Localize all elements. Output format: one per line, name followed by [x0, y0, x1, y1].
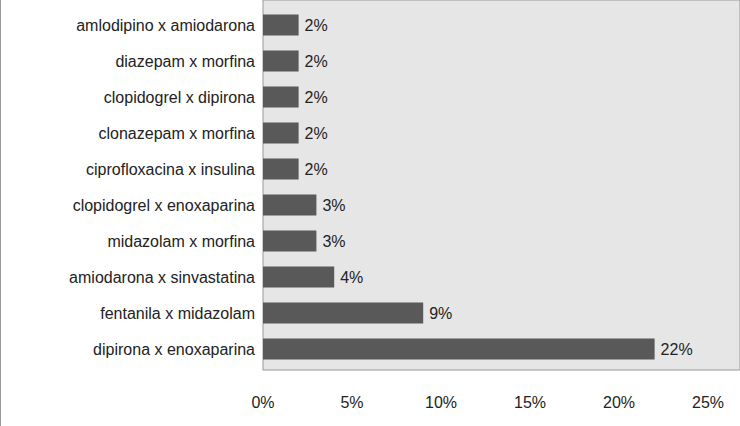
data-label: 2%: [305, 161, 328, 178]
category-label: amlodipino x amiodarona: [76, 17, 255, 34]
tick-label: 10%: [425, 394, 457, 411]
bar: [263, 15, 299, 36]
tick-label: 5%: [340, 394, 363, 411]
category-label: midazolam x morfina: [107, 233, 255, 250]
tick-label: 20%: [603, 394, 635, 411]
tick-label: 0%: [251, 394, 274, 411]
data-label: 22%: [661, 341, 693, 358]
frame-edge: [0, 0, 1, 426]
bar: [263, 303, 423, 324]
data-label: 2%: [305, 17, 328, 34]
chart-svg: amlodipino x amiodarona 2% diazepam x morf…: [0, 0, 740, 426]
data-label: 3%: [322, 233, 345, 250]
category-label: clonazepam x morfina: [98, 125, 255, 142]
category-label: clopidogrel x enoxaparina: [73, 197, 255, 214]
tick-label: 15%: [514, 394, 546, 411]
bar: [263, 195, 316, 216]
category-label: ciprofloxacina x insulina: [86, 161, 255, 178]
data-label: 2%: [305, 89, 328, 106]
data-label: 9%: [429, 305, 452, 322]
bar: [263, 339, 655, 360]
chart-container: amlodipino x amiodarona 2% diazepam x morf…: [0, 0, 740, 426]
data-label: 3%: [322, 197, 345, 214]
bar: [263, 159, 299, 180]
data-label: 4%: [340, 269, 363, 286]
category-label: dipirona x enoxaparina: [93, 341, 255, 358]
data-label: 2%: [305, 53, 328, 70]
category-label: diazepam x morfina: [115, 53, 255, 70]
plot-background: [263, 0, 740, 370]
labels: amlodipino x amiodarona 2% diazepam x morf…: [69, 17, 693, 358]
bar: [263, 51, 299, 72]
bar: [263, 123, 299, 144]
bar: [263, 267, 334, 288]
bars: [263, 15, 655, 360]
category-label: fentanila x midazolam: [100, 305, 255, 322]
tick-label: 25%: [692, 394, 724, 411]
data-label: 2%: [305, 125, 328, 142]
category-label: amiodarona x sinvastatina: [69, 269, 255, 286]
bar: [263, 87, 299, 108]
category-label: clopidogrel x dipirona: [104, 89, 255, 106]
bar: [263, 231, 316, 252]
